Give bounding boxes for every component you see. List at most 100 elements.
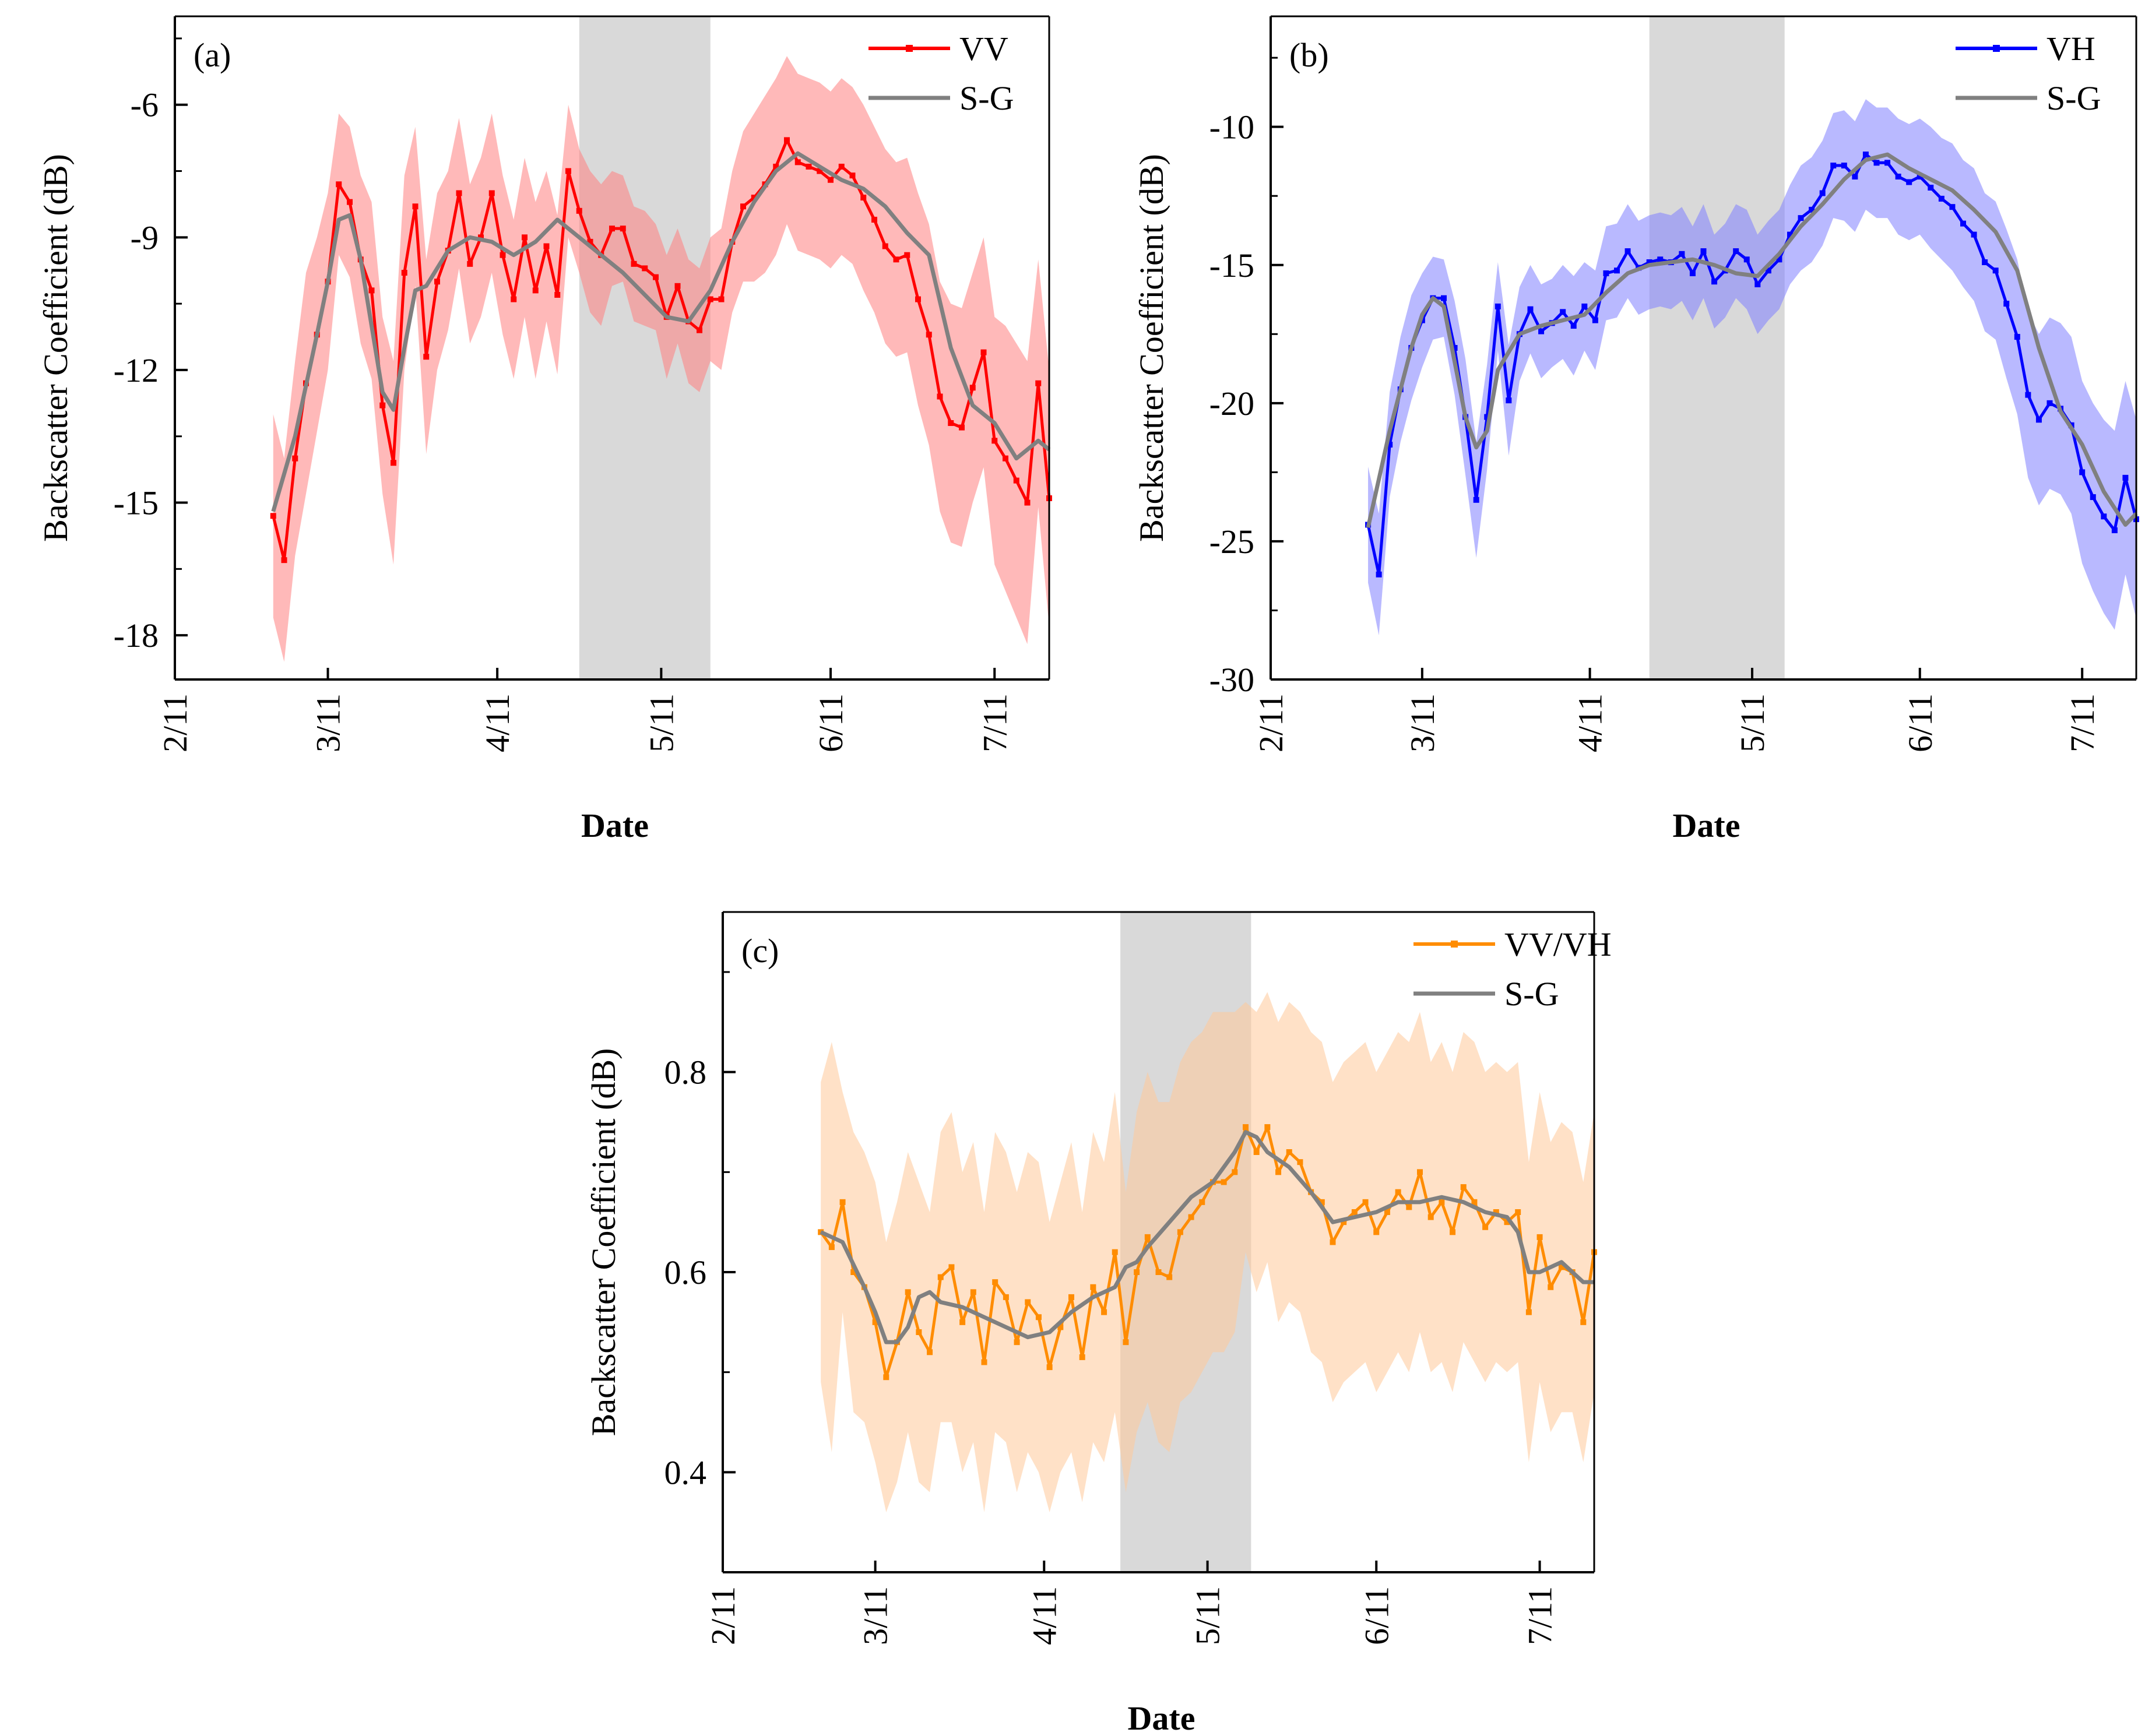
data-point — [270, 513, 276, 519]
data-point — [937, 393, 943, 400]
data-point — [642, 265, 648, 272]
data-point — [1484, 414, 1490, 420]
y-tick-label: -9 — [131, 219, 159, 256]
data-point — [1895, 174, 1901, 180]
data-point — [423, 354, 430, 360]
y-tick-label: 0.8 — [664, 1054, 707, 1091]
series-line-VH — [1366, 153, 2138, 576]
data-point — [1679, 251, 1685, 257]
data-point — [2035, 417, 2042, 423]
data-point — [2014, 334, 2020, 340]
data-point — [1046, 1364, 1053, 1371]
data-point — [488, 190, 495, 196]
data-point — [1862, 152, 1869, 158]
x-tick-label: 7/11 — [976, 693, 1014, 752]
data-point — [1657, 256, 1664, 263]
y-tick-label: -12 — [114, 351, 159, 389]
data-point — [850, 1269, 857, 1275]
data-point — [981, 1359, 987, 1365]
data-point — [1624, 248, 1631, 255]
data-point — [1504, 1219, 1510, 1226]
data-point — [1387, 441, 1393, 448]
data-point — [1297, 1159, 1303, 1165]
data-point — [860, 195, 867, 201]
data-point — [1068, 1294, 1074, 1300]
data-point — [336, 181, 342, 188]
x-axis-title: Date — [1128, 1699, 1195, 1736]
y-tick-label: 0.4 — [664, 1453, 707, 1491]
data-point — [1406, 1204, 1412, 1210]
data-point — [1451, 345, 1458, 351]
data-point — [522, 234, 528, 241]
data-point — [1928, 184, 1934, 191]
data-point — [1515, 1209, 1521, 1215]
data-point — [849, 172, 856, 179]
data-point — [1938, 195, 1944, 202]
data-point — [1580, 1319, 1587, 1325]
data-point — [1482, 1224, 1489, 1230]
data-point — [992, 1279, 998, 1286]
data-point — [905, 1289, 911, 1295]
data-point — [587, 238, 593, 245]
x-axis-title: Date — [581, 807, 649, 844]
data-point — [1460, 1184, 1467, 1191]
data-point — [1765, 267, 1771, 274]
x-tick-label: 5/11 — [1733, 693, 1771, 752]
data-point — [1275, 1169, 1282, 1175]
data-point — [904, 252, 910, 258]
data-point — [1743, 256, 1750, 263]
x-tick-label: 7/11 — [1521, 1586, 1559, 1645]
data-point — [1144, 1234, 1151, 1240]
data-point — [1166, 1274, 1173, 1280]
y-tick-label: -25 — [1209, 523, 1254, 561]
data-point — [1809, 206, 1815, 213]
data-point — [1960, 220, 1966, 227]
data-point — [1123, 1339, 1129, 1346]
x-tick-label: 2/11 — [156, 693, 194, 752]
data-point — [1495, 303, 1501, 309]
data-point — [1906, 179, 1912, 185]
data-point — [1003, 1294, 1009, 1300]
data-point — [1536, 1234, 1543, 1240]
data-point — [839, 1199, 846, 1205]
data-point — [2025, 392, 2031, 398]
data-point — [2046, 400, 2053, 406]
data-point — [631, 260, 637, 267]
legend-label-sg: S-G — [2046, 79, 2101, 117]
data-point — [1014, 1339, 1020, 1346]
y-tick-label: -20 — [1209, 385, 1254, 422]
data-point — [806, 163, 812, 170]
data-point — [970, 1289, 976, 1295]
y-tick-label: -10 — [1209, 108, 1254, 146]
data-point — [2122, 474, 2129, 481]
data-point — [511, 296, 517, 302]
x-tick-label: 3/11 — [857, 1586, 895, 1645]
data-point — [565, 168, 571, 174]
data-point — [872, 1319, 878, 1325]
data-point — [1992, 267, 1999, 274]
data-point — [1711, 279, 1718, 285]
data-point — [1558, 1264, 1564, 1270]
data-point — [1134, 1269, 1140, 1275]
uncertainty-band — [1368, 99, 2136, 636]
data-point — [1025, 1299, 1031, 1305]
data-point — [1351, 1209, 1358, 1215]
data-point — [1646, 259, 1652, 266]
data-point — [926, 332, 932, 338]
data-point — [1024, 499, 1031, 506]
data-point — [828, 177, 834, 183]
data-point — [1971, 231, 1977, 238]
data-point — [1798, 215, 1804, 221]
data-point — [1614, 267, 1620, 274]
data-point — [1035, 1314, 1042, 1321]
data-point — [500, 252, 506, 258]
panel-label: (a) — [194, 36, 231, 74]
data-point — [1264, 1124, 1271, 1131]
data-point — [456, 190, 462, 196]
data-point — [1538, 328, 1545, 334]
legend-marker — [1993, 45, 2000, 52]
legend-label-sg: S-G — [959, 79, 1014, 117]
data-point — [1341, 1219, 1347, 1226]
data-point — [1570, 323, 1577, 329]
data-point — [1527, 306, 1534, 312]
